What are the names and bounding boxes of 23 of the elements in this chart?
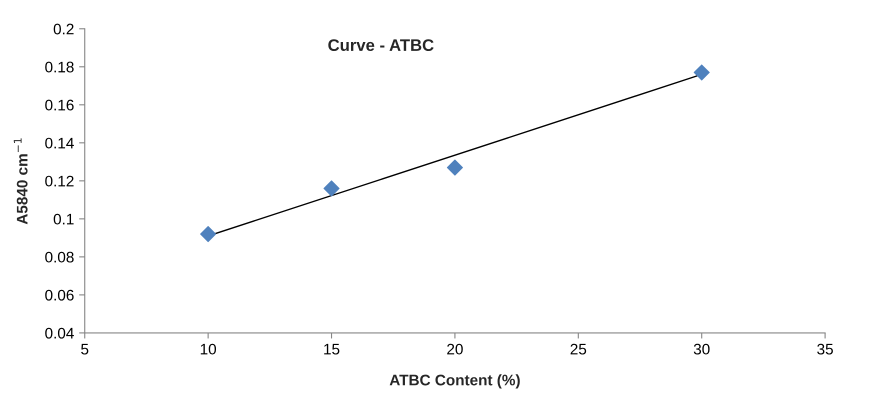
y-axis-title: A5840 cm$^{−1}$ bbox=[14, 138, 28, 224]
y-tick-label: 0.18 bbox=[45, 62, 74, 72]
x-tick-label: 25 bbox=[570, 344, 586, 355]
y-tick-label: 0.2 bbox=[54, 24, 74, 34]
y-tick-label: 0.1 bbox=[54, 214, 74, 225]
x-tick-label: 5 bbox=[81, 344, 88, 355]
point bbox=[200, 226, 216, 242]
y-tick-label: 0.06 bbox=[45, 290, 74, 301]
x-tick-label: 15 bbox=[324, 344, 340, 355]
x-tick-label: 10 bbox=[200, 344, 216, 355]
y-tick-label: 0.04 bbox=[45, 328, 74, 339]
chart-title: Curve - ATBC bbox=[328, 39, 434, 52]
point bbox=[694, 64, 710, 81]
x-tick-label: 20 bbox=[447, 344, 463, 355]
point bbox=[446, 159, 463, 176]
y-tick-label: 0.08 bbox=[45, 252, 74, 263]
x-axis-title: ATBC Content (%) bbox=[390, 374, 520, 388]
point bbox=[323, 180, 340, 196]
y-tick-label: 0.14 bbox=[45, 138, 74, 149]
x-tick-label: 35 bbox=[817, 344, 833, 355]
x-tick-label: 30 bbox=[694, 344, 710, 355]
y-tick-label: 0.16 bbox=[45, 100, 74, 110]
y-tick-label: 0.12 bbox=[45, 176, 74, 187]
